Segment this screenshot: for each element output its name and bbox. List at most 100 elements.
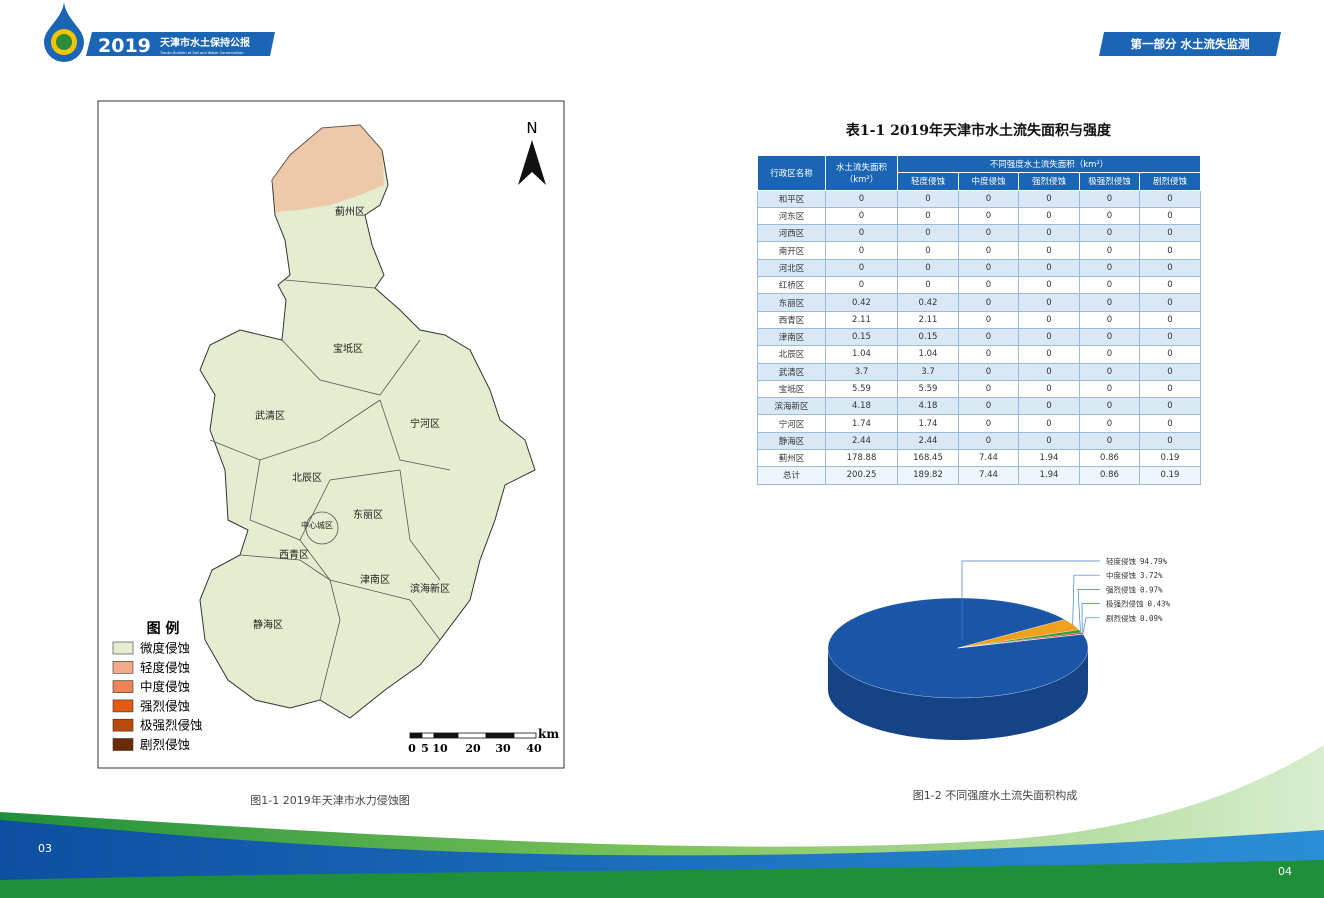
legend-swatch (112, 699, 134, 713)
district-label: 中心城区 (301, 520, 333, 530)
table-cell: 1.94 (1018, 449, 1080, 468)
scale-unit: km (538, 727, 559, 741)
table-cell: 0 (1018, 431, 1080, 451)
table-cell: 0 (958, 310, 1019, 329)
table-cell: 0 (1138, 414, 1202, 433)
header-year: 2019 (98, 35, 151, 57)
table-cell: 津南区 (757, 327, 826, 347)
table-cell: 0 (1079, 362, 1140, 381)
pie-label-category: 极强烈侵蚀 (1106, 599, 1144, 609)
table-cell: 0 (1018, 206, 1080, 226)
table-cell: 0 (1079, 224, 1140, 243)
table-cell: 1.74 (825, 414, 898, 433)
pie-label-category: 中度侵蚀 (1106, 570, 1136, 580)
table-cell: 1.04 (825, 345, 898, 364)
table-header-row: 行政区名称 水土流失面积（km²） 不同强度水土流失面积（km²） (757, 154, 1202, 191)
district-label: 东丽区 (353, 508, 383, 521)
district-label: 津南区 (360, 573, 390, 586)
header-subtitle: Tianjin Bulletin of Soil and Water Conse… (159, 51, 243, 55)
table-cell: 0 (1018, 345, 1080, 364)
table-cell: 0.86 (1079, 449, 1140, 468)
table-cell: 0 (1018, 258, 1080, 278)
table-cell: 0 (1079, 241, 1140, 260)
table-cell: 0.15 (825, 327, 898, 347)
legend-swatch (112, 660, 134, 674)
pie-label: 强烈侵蚀 0.97% (1106, 584, 1163, 594)
table-cell: 西青区 (757, 310, 826, 329)
table-cell: 0 (1138, 224, 1202, 243)
leader-line (1081, 603, 1100, 634)
table-cell: 0 (1018, 241, 1080, 260)
district-label: 西青区 (279, 548, 309, 561)
table-cell: 0 (1138, 276, 1202, 295)
table-row: 滨海新区 4.18 4.18 0 0 0 0 (757, 397, 1202, 416)
table-cell: 0.86 (1079, 466, 1140, 485)
table-cell: 0 (1138, 327, 1202, 347)
data-table: 行政区名称 水土流失面积（km²） 不同强度水土流失面积（km²） 轻度侵蚀 中度侵蚀强… (757, 154, 1202, 485)
table-cell: 0 (1079, 414, 1140, 433)
scale-segment (457, 732, 487, 739)
legend-label: 中度侵蚀 (140, 679, 190, 694)
logo-emblem (56, 34, 72, 50)
table-row: 东丽区 0.42 0.42 0 0 0 0 (757, 293, 1202, 312)
page-number: 03 (38, 842, 52, 855)
north-arrow (518, 140, 546, 185)
header-cell: 中度侵蚀 (958, 172, 1019, 191)
table-cell: 0 (958, 206, 1019, 226)
table-cell: 4.18 (825, 397, 898, 416)
table-cell: 0 (897, 276, 959, 295)
pie-label-value: 0.09% (1140, 614, 1163, 623)
table-cell: 0 (1138, 310, 1202, 329)
table-cell: 0 (1018, 379, 1080, 399)
table-cell: 0 (897, 224, 959, 243)
table-cell: 0 (958, 379, 1019, 399)
table-cell: 5.59 (825, 379, 898, 399)
table-cell: 0 (958, 327, 1019, 347)
table-cell: 189.82 (897, 466, 959, 485)
table-cell: 0 (825, 258, 898, 278)
table-cell: 0 (1018, 189, 1080, 208)
table-cell: 0 (897, 241, 959, 260)
header-cell: 剧烈侵蚀 (1138, 172, 1202, 191)
table-cell: 0 (897, 258, 959, 278)
table-cell: 0 (1138, 258, 1202, 278)
page-number: 04 (1278, 865, 1292, 878)
table-cell: 0 (958, 224, 1019, 243)
table-cell: 0 (958, 431, 1019, 451)
district-label: 蓟州区 (335, 205, 365, 218)
table-cell: 4.18 (897, 397, 959, 416)
table-cell: 0 (958, 414, 1019, 433)
table-cell: 0 (1079, 379, 1140, 399)
table-cell: 0 (825, 206, 898, 226)
pie-label-value: 0.97% (1140, 585, 1163, 594)
table-cell: 静海区 (757, 431, 826, 451)
table-cell: 0 (825, 224, 898, 243)
table-cell: 0 (1018, 276, 1080, 295)
table-row: 西青区 2.11 2.11 0 0 0 0 (757, 310, 1202, 329)
table-cell: 1.04 (897, 345, 959, 364)
table-cell: 0.19 (1138, 449, 1202, 468)
table-cell: 2.44 (897, 431, 959, 451)
table-cell: 0 (825, 241, 898, 260)
pie-label-category: 剧烈侵蚀 (1106, 613, 1136, 623)
table-cell: 0 (1018, 327, 1080, 347)
table-cell: 0 (1138, 293, 1202, 312)
leader-line (1072, 574, 1100, 625)
legend-swatch (112, 680, 134, 693)
pie-label: 轻度侵蚀 94.79% (1106, 556, 1168, 566)
legend-title: 图 例 (147, 620, 180, 637)
table-row: 红桥区 0 0 0 0 0 0 (757, 276, 1202, 295)
pie-label-value: 94.79% (1140, 557, 1168, 566)
table-cell: 0 (1079, 327, 1140, 347)
table-cell: 0 (1079, 345, 1140, 364)
legend-label: 剧烈侵蚀 (140, 737, 190, 752)
table-row: 河东区 0 0 0 0 0 0 (757, 206, 1202, 226)
legend-label: 极强烈侵蚀 (140, 718, 203, 733)
table-row: 南开区 0 0 0 0 0 0 (757, 241, 1202, 260)
table-cell: 0 (958, 293, 1019, 312)
table-cell: 2.44 (825, 431, 898, 451)
header-cell: 强烈侵蚀 (1018, 172, 1080, 191)
table-cell: 5.59 (897, 379, 959, 399)
